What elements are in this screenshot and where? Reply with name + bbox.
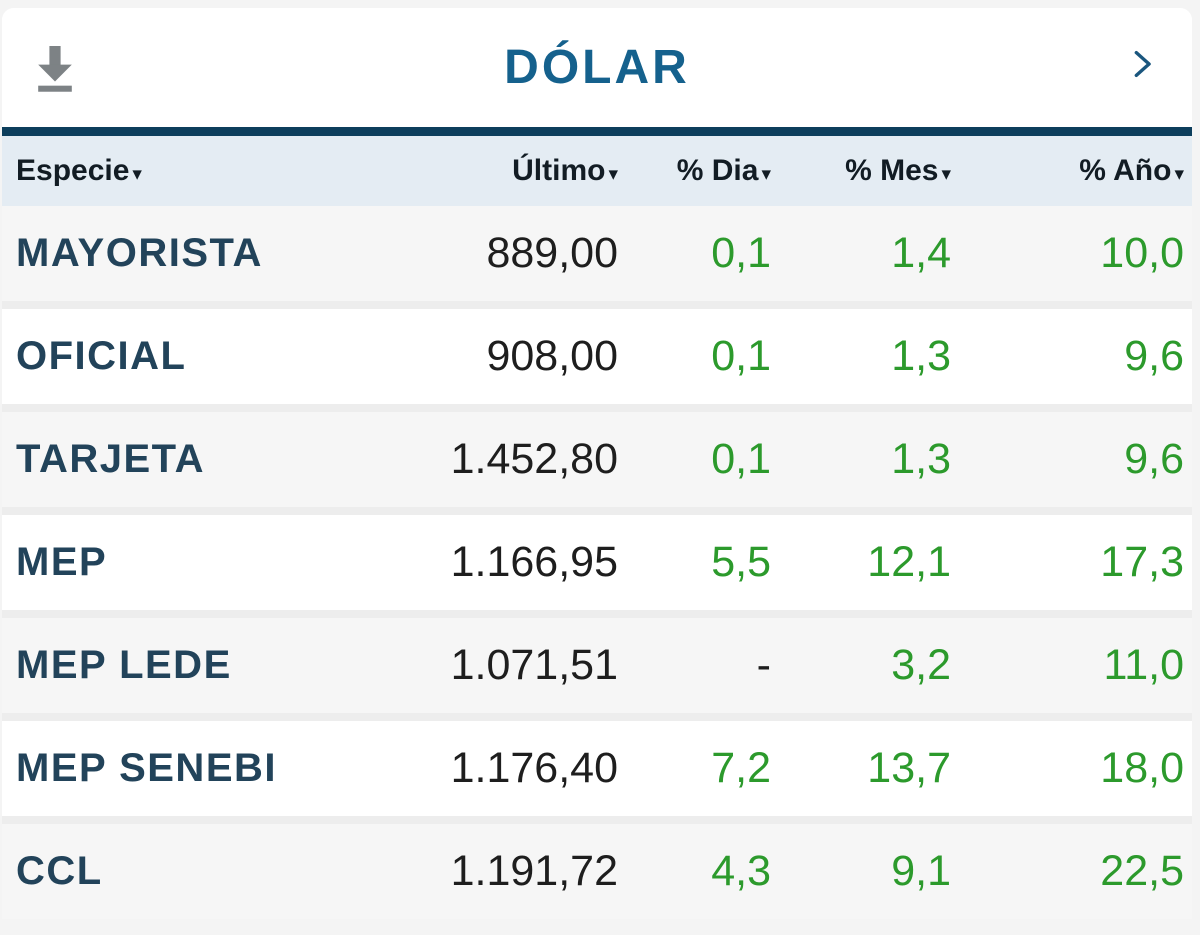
table-header: Especie ▾ Último ▾ % Dia ▾ % Mes ▾ % Año ▾ bbox=[2, 136, 1192, 206]
especie-cell: CCL bbox=[16, 849, 103, 893]
ultimo-cell: 1.176,40 bbox=[450, 744, 618, 792]
ultimo-cell: 1.452,80 bbox=[450, 435, 618, 483]
download-icon bbox=[38, 46, 72, 92]
sort-arrow-icon: ▾ bbox=[1174, 164, 1184, 185]
column-header-pct-mes[interactable]: % Mes ▾ bbox=[771, 154, 951, 188]
ultimo-cell: 908,00 bbox=[486, 332, 618, 380]
pct-ano-cell: 22,5 bbox=[1100, 847, 1184, 895]
column-label: % Año bbox=[1079, 154, 1172, 187]
pct-mes-cell: 1,4 bbox=[891, 229, 951, 277]
pct-mes-cell: 3,2 bbox=[891, 641, 951, 689]
pct-mes-cell: 9,1 bbox=[891, 847, 951, 895]
pct-ano-cell: 9,6 bbox=[1124, 435, 1184, 483]
especie-cell: MEP SENEBI bbox=[16, 746, 277, 790]
column-label: % Dia bbox=[676, 154, 759, 187]
pct-dia-cell: - bbox=[756, 641, 771, 689]
especie-cell: TARJETA bbox=[16, 437, 206, 481]
table-body: MAYORISTA 889,00 0,1 1,4 10,0 OFICIAL 90… bbox=[2, 206, 1192, 919]
divider-bar bbox=[2, 127, 1192, 136]
pct-mes-cell: 13,7 bbox=[867, 744, 951, 792]
download-button[interactable] bbox=[24, 36, 86, 98]
expand-button[interactable] bbox=[1120, 36, 1164, 92]
pct-mes-cell: 1,3 bbox=[891, 332, 951, 380]
column-label: % Mes bbox=[845, 154, 939, 187]
table-row[interactable]: MEP 1.166,95 5,5 12,1 17,3 bbox=[2, 515, 1192, 610]
ultimo-cell: 1.071,51 bbox=[450, 641, 618, 689]
pct-dia-cell: 0,1 bbox=[711, 229, 771, 277]
table-row[interactable]: MEP LEDE 1.071,51 - 3,2 11,0 bbox=[2, 618, 1192, 713]
pct-dia-cell: 0,1 bbox=[711, 435, 771, 483]
column-header-pct-ano[interactable]: % Año ▾ bbox=[951, 154, 1184, 188]
ultimo-cell: 889,00 bbox=[486, 229, 618, 277]
column-header-especie[interactable]: Especie ▾ bbox=[16, 154, 368, 188]
table-row[interactable]: TARJETA 1.452,80 0,1 1,3 9,6 bbox=[2, 412, 1192, 507]
pct-dia-cell: 7,2 bbox=[711, 744, 771, 792]
pct-ano-cell: 10,0 bbox=[1100, 229, 1184, 277]
ultimo-cell: 1.191,72 bbox=[450, 847, 618, 895]
column-label: Último bbox=[512, 154, 606, 187]
pct-mes-cell: 1,3 bbox=[891, 435, 951, 483]
table-row[interactable]: OFICIAL 908,00 0,1 1,3 9,6 bbox=[2, 309, 1192, 404]
especie-cell: MAYORISTA bbox=[16, 231, 263, 275]
sort-arrow-icon: ▾ bbox=[941, 164, 951, 185]
pct-mes-cell: 12,1 bbox=[867, 538, 951, 586]
column-label: Especie bbox=[16, 154, 130, 187]
table-row[interactable]: CCL 1.191,72 4,3 9,1 22,5 bbox=[2, 824, 1192, 919]
column-header-ultimo[interactable]: Último ▾ bbox=[368, 154, 618, 188]
widget-header: DÓLAR bbox=[2, 8, 1192, 127]
widget-title: DÓLAR bbox=[504, 41, 690, 94]
ultimo-cell: 1.166,95 bbox=[450, 538, 618, 586]
pct-ano-cell: 11,0 bbox=[1103, 641, 1185, 689]
pct-dia-cell: 0,1 bbox=[711, 332, 771, 380]
column-header-pct-dia[interactable]: % Dia ▾ bbox=[618, 154, 771, 188]
dolar-widget: DÓLAR Especie ▾ Último ▾ % Dia ▾ % Mes ▾ % A… bbox=[2, 8, 1192, 919]
pct-dia-cell: 4,3 bbox=[711, 847, 771, 895]
pct-ano-cell: 18,0 bbox=[1100, 744, 1184, 792]
pct-ano-cell: 17,3 bbox=[1100, 538, 1184, 586]
sort-arrow-icon: ▾ bbox=[132, 164, 142, 185]
sort-arrow-icon: ▾ bbox=[761, 164, 771, 185]
pct-dia-cell: 5,5 bbox=[711, 538, 771, 586]
especie-cell: OFICIAL bbox=[16, 334, 187, 378]
table-row[interactable]: MEP SENEBI 1.176,40 7,2 13,7 18,0 bbox=[2, 721, 1192, 816]
sort-arrow-icon: ▾ bbox=[608, 164, 618, 185]
especie-cell: MEP bbox=[16, 540, 108, 584]
pct-ano-cell: 9,6 bbox=[1124, 332, 1184, 380]
especie-cell: MEP LEDE bbox=[16, 643, 232, 687]
chevron-right-icon bbox=[1134, 50, 1151, 78]
table-row[interactable]: MAYORISTA 889,00 0,1 1,4 10,0 bbox=[2, 206, 1192, 301]
